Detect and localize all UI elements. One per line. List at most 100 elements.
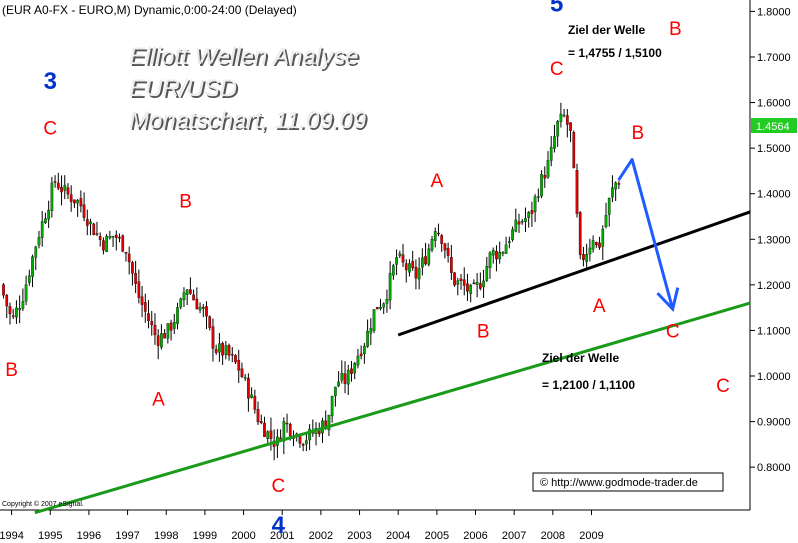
last-price-value: 1.4564 [756, 121, 790, 133]
candle-body [237, 360, 241, 371]
candle-body [427, 248, 431, 265]
x-tick-label: 1994 [0, 530, 24, 542]
candle-body [198, 306, 202, 311]
candle-body [234, 355, 237, 363]
watermark-title: Elliott Wellen Analyse Elliott Wellen An… [129, 43, 368, 136]
candle-body [414, 266, 418, 279]
candle-body [224, 345, 228, 355]
x-tick-label: 1999 [193, 530, 217, 542]
candle-body [250, 394, 253, 398]
candle-body [247, 377, 250, 399]
candle-body [208, 316, 212, 328]
candle-body [76, 199, 79, 204]
candle-body [153, 325, 157, 336]
candle-body [440, 235, 444, 244]
candle-body [575, 170, 579, 214]
candle-body [205, 306, 208, 317]
wave-letter-label: C [666, 321, 680, 342]
chart-header: (EUR A0-FX - EURO,M) Dynamic,0:00-24:00 … [2, 3, 297, 17]
candle-body [156, 335, 160, 346]
candle-body [150, 321, 154, 326]
candle-body [301, 444, 305, 446]
candle-body [549, 146, 553, 161]
candle-body [18, 308, 22, 311]
candle-body [85, 219, 89, 226]
candle-body [131, 262, 134, 274]
y-tick-label: 0.9000 [757, 417, 791, 429]
wave-letter-label: B [179, 191, 192, 212]
candle-body [527, 212, 531, 218]
candle-body [382, 303, 386, 308]
candle-body [617, 183, 621, 185]
x-tick-label: 1998 [154, 530, 178, 542]
candle-body [530, 210, 534, 214]
wave-letter-label: C [716, 376, 730, 397]
candle-body [488, 252, 492, 268]
y-tick-label: 1.7000 [757, 52, 791, 64]
wave-letter-label: A [593, 296, 606, 317]
candle-body [166, 323, 170, 339]
y-tick-label: 1.3000 [757, 234, 791, 246]
candle-body [424, 256, 427, 265]
watermark-line-1-face: Elliott Wellen Analyse [129, 43, 358, 70]
target-upper-label: Ziel der Welle [568, 23, 645, 37]
candle-body [543, 175, 547, 179]
candle-body [160, 333, 163, 348]
candle-body [266, 431, 270, 439]
candle-body [102, 240, 105, 251]
candle-body [60, 186, 63, 193]
y-axis-ticks: 1.8000 1.7000 1.6000 1.5000 1.4000 1.3000 1.20… [750, 6, 791, 474]
candle-body [211, 326, 215, 349]
candle-body [385, 299, 389, 304]
candle-body [182, 292, 186, 301]
candle-body [388, 272, 392, 301]
candle-body [56, 182, 60, 189]
candle-body [89, 221, 92, 225]
candle-body [147, 313, 150, 321]
candle-body [411, 261, 415, 269]
watermark-line-3-face: Monatschart, 11.09.09 [129, 107, 366, 134]
candle-body [562, 114, 566, 117]
watermark-line-1: Elliott Wellen Analyse [131, 45, 360, 72]
y-tick-label: 1.2000 [757, 280, 791, 292]
trendline-layer [34, 158, 751, 515]
x-tick-label: 2005 [425, 530, 449, 542]
candle-body [92, 223, 96, 236]
wave-letter-label: C [550, 59, 564, 80]
candle-body [253, 396, 257, 410]
candle-body [334, 386, 337, 397]
candle-body [2, 284, 5, 296]
candle-body [446, 248, 450, 256]
candle-body [353, 363, 357, 374]
candle-body [240, 368, 244, 377]
candle-body [456, 280, 460, 285]
candle-body [256, 409, 260, 423]
wave-number-label: 3 [44, 68, 57, 95]
candle-body [472, 282, 476, 285]
wave-letter-label: C [271, 476, 285, 497]
candle-body [269, 430, 273, 439]
candle-body [404, 263, 408, 271]
candle-body [218, 343, 221, 353]
candle-body [478, 283, 482, 289]
candle-body [79, 198, 83, 207]
candle-body [195, 298, 199, 310]
wave-letter-label: C [43, 118, 57, 139]
candle-body [53, 181, 57, 183]
candle-body [95, 233, 99, 235]
candle-body [533, 196, 537, 212]
candle-body [24, 284, 28, 302]
candle-body [127, 253, 131, 263]
candle-body [243, 377, 247, 379]
candle-body [607, 198, 611, 215]
source-link[interactable]: © http://www.godmode-trader.de [540, 477, 698, 489]
candle-body [214, 348, 218, 353]
candle-body [176, 307, 179, 324]
candle-body [221, 343, 224, 356]
candle-body [27, 275, 31, 283]
candle-body [540, 174, 543, 197]
y-tick-label: 0.8000 [757, 462, 791, 474]
candle-body [359, 353, 363, 357]
candle-body [591, 240, 595, 250]
candle-body [114, 234, 118, 238]
